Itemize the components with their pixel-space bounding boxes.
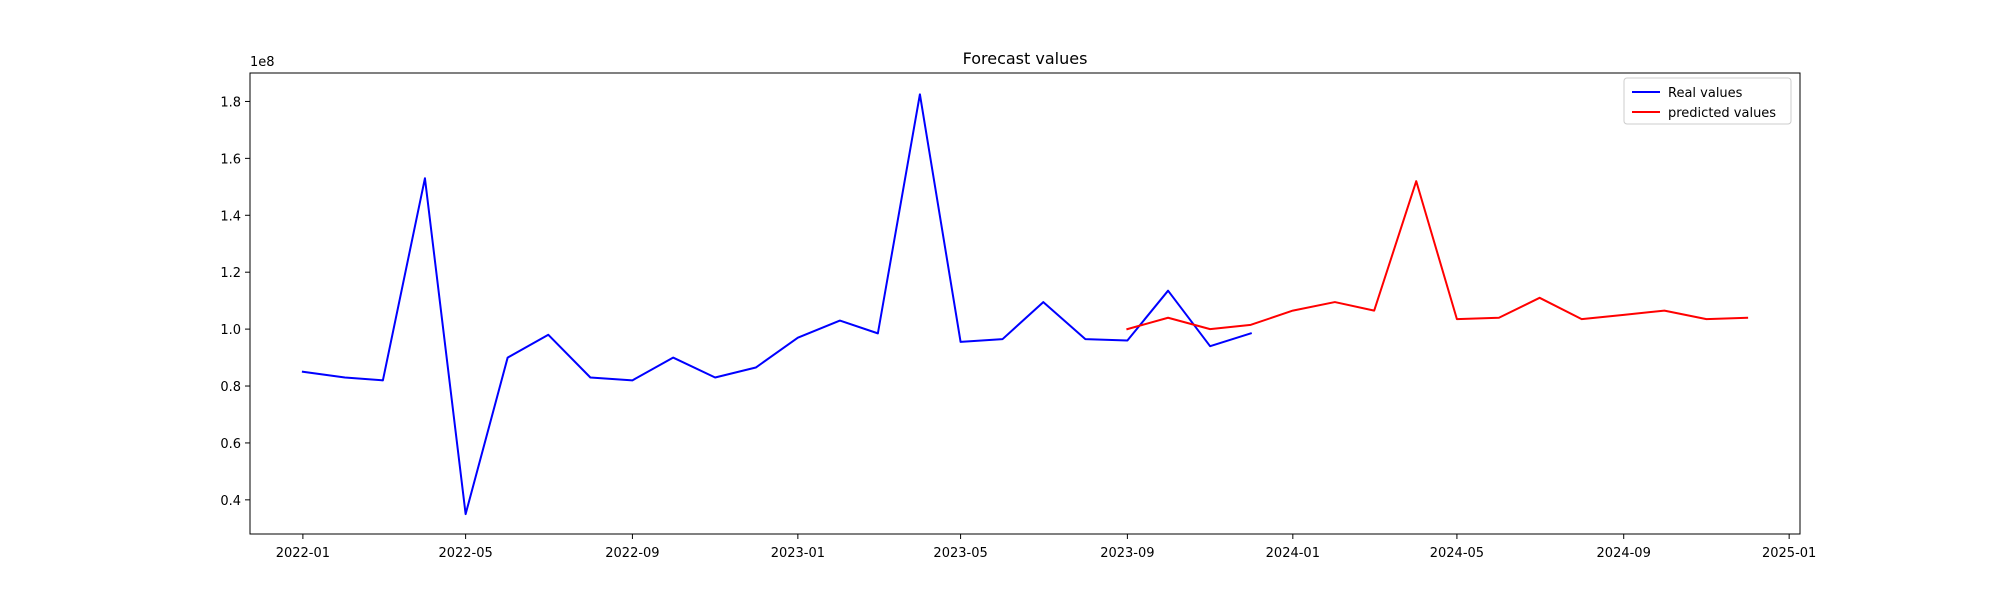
x-tick-label: 2023-01 <box>771 546 825 561</box>
data-point <box>1662 309 1666 313</box>
y-tick-label: 0.4 <box>220 494 241 509</box>
data-point <box>959 340 963 344</box>
data-point <box>1291 309 1295 313</box>
y-tick-label: 1.8 <box>220 95 241 110</box>
data-point <box>1704 317 1708 321</box>
y-tick-label: 1.0 <box>220 323 241 338</box>
data-point <box>1125 338 1129 342</box>
data-point <box>423 176 427 180</box>
data-point <box>1125 327 1129 331</box>
legend-label: Real values <box>1668 86 1743 101</box>
data-point <box>1249 331 1253 335</box>
series-layer <box>301 92 1749 516</box>
x-tick-label: 2024-01 <box>1266 546 1320 561</box>
data-point <box>1497 316 1501 320</box>
y-tick-label: 1.6 <box>220 152 241 167</box>
series-line-predicted-values <box>1126 180 1749 331</box>
y-tick-label: 1.4 <box>220 209 241 224</box>
series-line-real-values <box>301 93 1253 516</box>
x-tick-label: 2023-05 <box>933 546 987 561</box>
axes-layer: 2022-01 2022-05 2022-09 2023-01 2023-05 2023-… <box>220 95 1816 561</box>
data-point <box>630 378 634 382</box>
chart-title: Forecast values <box>963 49 1088 68</box>
data-point <box>754 366 758 370</box>
data-point <box>838 319 842 323</box>
legend: Real values predicted values <box>1623 77 1792 125</box>
x-tick-label: 2024-09 <box>1597 546 1651 561</box>
data-point <box>1208 327 1212 331</box>
data-point <box>1166 289 1170 293</box>
data-point <box>1372 309 1376 313</box>
data-point <box>876 331 880 335</box>
data-point <box>918 92 922 96</box>
data-point <box>1001 337 1005 341</box>
data-point <box>1041 300 1045 304</box>
legend-box <box>1623 77 1792 125</box>
data-point <box>1414 179 1418 183</box>
legend-label: predicted values <box>1668 106 1776 121</box>
data-point <box>1083 337 1087 341</box>
data-point <box>1249 323 1253 327</box>
data-point <box>796 336 800 340</box>
data-point <box>713 375 717 379</box>
data-point <box>1622 313 1626 317</box>
data-point <box>1745 316 1749 320</box>
data-point <box>1166 316 1170 320</box>
data-point <box>1538 296 1542 300</box>
x-tick-label: 2025-01 <box>1762 546 1816 561</box>
data-point <box>301 370 305 374</box>
data-point <box>506 356 510 360</box>
y-tick-label: 0.8 <box>220 380 241 395</box>
x-tick-label: 2022-05 <box>438 546 492 561</box>
data-point <box>671 356 675 360</box>
plot-area <box>249 72 1801 535</box>
data-point <box>588 375 592 379</box>
x-tick-label: 2022-09 <box>605 546 659 561</box>
y-axis-offset-label: 1e8 <box>250 55 275 70</box>
x-tick-label: 2023-09 <box>1100 546 1154 561</box>
data-point <box>546 333 550 337</box>
data-point <box>343 375 347 379</box>
x-tick-label: 2024-05 <box>1430 546 1484 561</box>
plot-frame <box>249 72 1801 535</box>
data-point <box>381 378 385 382</box>
x-tick-label: 2022-01 <box>276 546 330 561</box>
data-point <box>1208 344 1212 348</box>
data-point <box>464 512 468 516</box>
data-point <box>1333 300 1337 304</box>
y-tick-label: 1.2 <box>220 266 241 281</box>
data-point <box>1455 317 1459 321</box>
data-point <box>1580 317 1584 321</box>
y-tick-label: 0.6 <box>220 437 241 452</box>
